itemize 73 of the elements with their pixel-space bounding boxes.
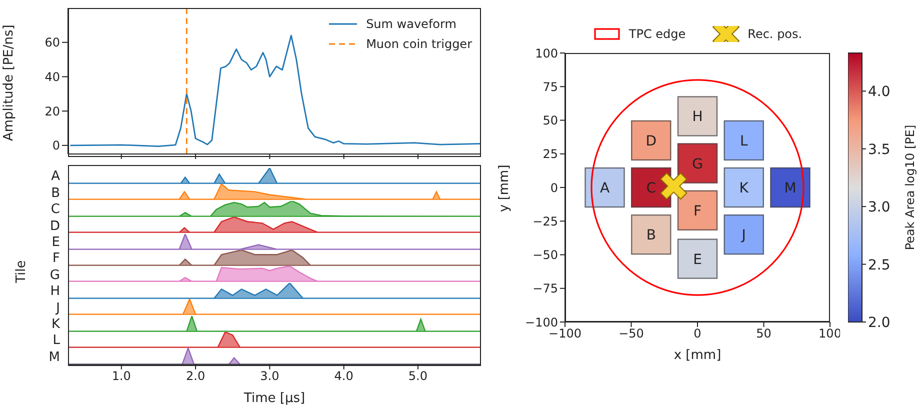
- color-bar-label: 2.0: [868, 315, 890, 331]
- point: [724, 214, 764, 255]
- series-label: H: [50, 284, 60, 300]
- annotation: E: [693, 252, 702, 268]
- series-label: M: [48, 350, 60, 365]
- annotation: M: [784, 180, 796, 196]
- y-tick-label: 50: [542, 114, 558, 128]
- series-label: D: [50, 218, 60, 234]
- point: [584, 167, 625, 208]
- x-axis-title: Time [μs]: [242, 390, 306, 406]
- annotation: J: [740, 228, 746, 244]
- y-tick-label: 20: [44, 104, 60, 118]
- annotation: H: [692, 109, 703, 126]
- point: [677, 143, 718, 184]
- series-label: J: [56, 300, 60, 316]
- color-bar-label: 3.0: [868, 200, 890, 216]
- series-label: C: [50, 202, 60, 218]
- y-axis-title: Amplitude [PE/ns]: [2, 24, 17, 141]
- annotation: A: [600, 180, 610, 196]
- y-tick-label: 75: [542, 80, 558, 94]
- y-tick-label: 25: [542, 147, 558, 162]
- color-bar-label: 2.5: [868, 257, 890, 274]
- point: [677, 96, 718, 136]
- x-tick-label: −50: [618, 326, 644, 341]
- series-label: G: [50, 268, 60, 283]
- line-series: [70, 34, 481, 147]
- x-tick-label: 3.0: [260, 369, 280, 384]
- x-tick-label: 1.0: [112, 369, 131, 384]
- y-tick-label: −50: [532, 248, 558, 262]
- point: [724, 167, 764, 208]
- point: [724, 120, 764, 161]
- y-tick-label: 0: [550, 180, 558, 195]
- point: [631, 120, 672, 161]
- y-axis-title: y [mm]: [497, 164, 512, 212]
- point: [660, 172, 688, 200]
- y-tick-label: 60: [44, 36, 60, 50]
- point: [677, 190, 718, 230]
- annotation: F: [693, 203, 702, 220]
- annotation: C: [646, 180, 656, 196]
- color-bar-label: 3.5: [868, 142, 890, 158]
- y-tick-label: −100: [525, 315, 558, 330]
- point: [631, 214, 672, 255]
- y-tick-label: 100: [535, 46, 558, 60]
- color-bar-title: Peak Area log10 [PE]: [903, 124, 917, 250]
- x-tick-label: 50: [756, 326, 772, 341]
- color-bar-label: 4.0: [868, 84, 890, 100]
- point: [770, 167, 810, 208]
- legend-label: Rec. pos.: [748, 27, 802, 41]
- annotation: G: [692, 156, 703, 172]
- x-tick-label: 5.0: [408, 369, 428, 384]
- series-label: B: [51, 186, 60, 201]
- x-axis-title: x [mm]: [672, 348, 722, 363]
- legend-label: Sum waveform: [366, 17, 456, 31]
- series-label: E: [52, 234, 60, 250]
- series-label: A: [51, 169, 60, 184]
- x-tick-label: 4.0: [334, 369, 354, 384]
- y-axis-title: Tile: [14, 260, 29, 283]
- y-tick-label: −25: [532, 214, 558, 228]
- y-tick-label: −75: [532, 282, 558, 296]
- x-tick-label: 2.0: [186, 369, 206, 384]
- annotation: D: [646, 133, 657, 150]
- y-tick-label: 40: [44, 70, 60, 84]
- y-tick-label: 0: [52, 138, 60, 153]
- x-tick-label: 0: [694, 326, 702, 341]
- series-label: K: [51, 316, 60, 332]
- legend-label: Muon coin trigger: [366, 37, 472, 51]
- point: [677, 238, 718, 279]
- series-label: L: [52, 333, 60, 348]
- annotation: L: [740, 133, 748, 150]
- annotation: K: [739, 180, 750, 196]
- series-label: F: [52, 251, 60, 266]
- annotation: B: [646, 228, 656, 244]
- text: TPC edge: [628, 27, 686, 41]
